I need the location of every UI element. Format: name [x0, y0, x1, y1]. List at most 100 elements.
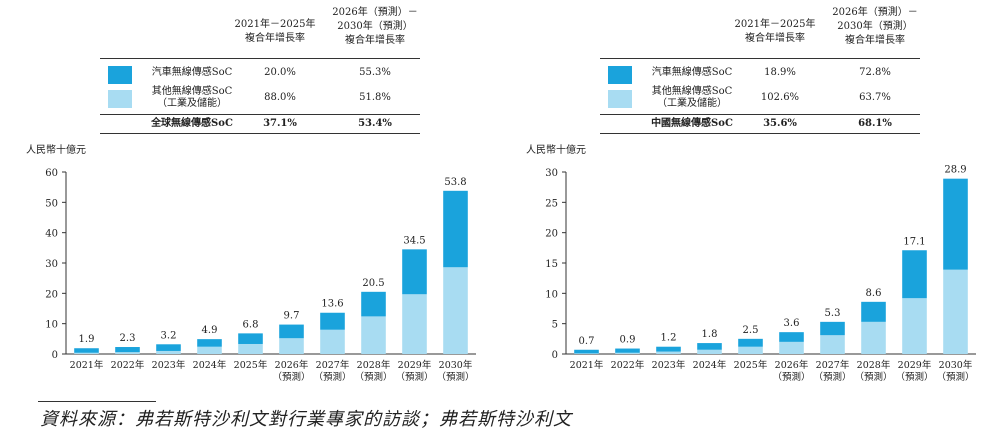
bar-other-segment [902, 298, 927, 354]
bar-auto-segment [402, 249, 427, 295]
cagr-row-total: 全球無線傳感SoC 37.1% 53.4% [100, 118, 420, 146]
legend-swatch-auto [608, 66, 632, 84]
bar-total-label: 20.5 [362, 278, 384, 289]
y-tick-label: 10 [545, 289, 558, 300]
bar-total-label: 8.6 [866, 288, 882, 299]
bar-other-segment [820, 335, 845, 354]
bar-auto-segment [615, 348, 640, 353]
unit-label: 人民幣十億元 [526, 145, 586, 156]
y-tick-label: 60 [45, 168, 58, 179]
global-panel: 2021年－2025年 複合年增長率 2026年（預測）－ 2030年（預測） … [20, 0, 500, 400]
bar-auto-segment [902, 250, 927, 299]
row-value: 68.1% [858, 118, 892, 129]
bar-auto-segment [197, 339, 222, 347]
legend-swatch-other [608, 90, 632, 108]
bar-total-label: 1.9 [79, 334, 95, 345]
y-tick-label: 40 [45, 229, 58, 240]
cagr-header-2026-2030: 2026年（預測）－ 2030年（預測） 複合年增長率 [825, 6, 925, 48]
x-tick-label: 2022年 [111, 359, 145, 371]
x-tick-label: （預測） [772, 371, 810, 383]
bar-auto-segment [656, 346, 681, 352]
unit-label: 人民幣十億元 [26, 145, 86, 156]
bar-other-segment [943, 269, 968, 354]
bar-auto-segment [443, 190, 468, 268]
y-tick-label: 20 [45, 289, 58, 300]
hdr-text: 2021年－2025年 複合年增長率 [734, 19, 816, 44]
bar-auto-segment [779, 332, 804, 342]
x-tick-label: （預測） [395, 371, 433, 383]
bar-auto-segment [320, 312, 345, 330]
bar-auto-segment [574, 349, 599, 354]
x-tick-label: 2024年 [693, 359, 727, 371]
table-rule [600, 114, 920, 115]
cagr-row-auto: 汽車無線傳感SoC 18.9% 72.8% [600, 62, 920, 90]
x-tick-label: 2023年 [152, 359, 186, 371]
x-tick-label: 2029年 [898, 359, 932, 371]
hdr-text: 2026年（預測）－ 2030年（預測） 複合年增長率 [332, 7, 418, 46]
bar-total-label: 13.6 [321, 299, 343, 310]
cagr-row-total: 中國無線傳感SoC 35.6% 68.1% [600, 118, 920, 146]
bar-total-label: 2.3 [120, 333, 136, 344]
bar-auto-segment [697, 343, 722, 350]
bar-auto-segment [820, 321, 845, 336]
x-tick-label: 2024年 [193, 359, 227, 371]
y-tick-label: 20 [545, 229, 558, 240]
row-value: 37.1% [263, 118, 297, 129]
bar-other-segment [279, 338, 304, 354]
bar-total-label: 3.6 [784, 318, 800, 329]
bar-other-segment [738, 346, 763, 354]
cagr-header-2026-2030: 2026年（預測）－ 2030年（預測） 複合年增長率 [325, 6, 425, 48]
y-tick-label: 5 [552, 320, 558, 331]
cagr-row-auto: 汽車無線傳感SoC 20.0% 55.3% [100, 62, 420, 90]
bar-other-segment [74, 352, 99, 354]
y-tick-label: 50 [45, 198, 58, 209]
x-tick-label: （預測） [813, 371, 851, 383]
bar-total-label: 4.9 [202, 325, 218, 336]
bar-auto-segment [156, 344, 181, 351]
x-tick-label: 2027年 [316, 359, 350, 371]
x-tick-label: 2026年 [275, 359, 309, 371]
table-rule [100, 58, 420, 59]
table-rule [100, 114, 420, 115]
bar-other-segment [697, 349, 722, 354]
bar-other-segment [361, 316, 386, 354]
x-tick-label: 2029年 [398, 359, 432, 371]
x-tick-label: 2030年 [439, 359, 473, 371]
bar-other-segment [574, 353, 599, 354]
cagr-row-other: 其他無線傳感SoC （工業及儲能） 88.0% 51.8% [100, 86, 420, 114]
source-rule [38, 401, 156, 402]
x-tick-label: （預測） [313, 371, 351, 383]
bar-total-label: 0.7 [579, 336, 595, 347]
row-value: 51.8% [359, 92, 391, 103]
bar-total-label: 6.8 [243, 319, 259, 330]
cagr-row-other: 其他無線傳感SoC （工業及儲能） 102.6% 63.7% [600, 86, 920, 114]
bar-total-label: 0.9 [620, 335, 636, 346]
bar-auto-segment [279, 324, 304, 339]
x-tick-label: 2021年 [70, 359, 104, 371]
cagr-header-2021-2025: 2021年－2025年 複合年增長率 [730, 18, 820, 46]
row-label: 全球無線傳感SoC [151, 118, 233, 129]
bar-other-segment [197, 346, 222, 354]
y-tick-label: 10 [45, 320, 58, 331]
row-value: 35.6% [763, 118, 797, 129]
row-value: 55.3% [359, 67, 391, 78]
bar-other-segment [320, 329, 345, 354]
bar-total-label: 9.7 [284, 311, 300, 322]
bar-auto-segment [115, 347, 140, 353]
bar-auto-segment [738, 338, 763, 347]
y-tick-label: 30 [45, 259, 58, 270]
china-bar-chart: 0 5 10 15 20 25 30 0.7 2021年 0.9 2022年 1.2 2023年 1.8 2… [545, 165, 976, 383]
china-panel: 2021年－2025年 複合年增長率 2026年（預測）－ 2030年（預測） … [520, 0, 1000, 400]
bar-other-segment [443, 267, 468, 354]
x-tick-label: 2030年 [939, 359, 973, 371]
bar-total-label: 17.1 [903, 236, 925, 247]
bar-auto-segment [943, 178, 968, 270]
row-value: 53.4% [358, 118, 392, 129]
bar-auto-segment [238, 333, 263, 344]
table-rule [600, 58, 920, 59]
x-tick-label: （預測） [354, 371, 392, 383]
bar-other-segment [656, 351, 681, 354]
x-tick-label: 2028年 [357, 359, 391, 371]
x-tick-label: 2025年 [234, 359, 268, 371]
bar-other-segment [238, 343, 263, 354]
